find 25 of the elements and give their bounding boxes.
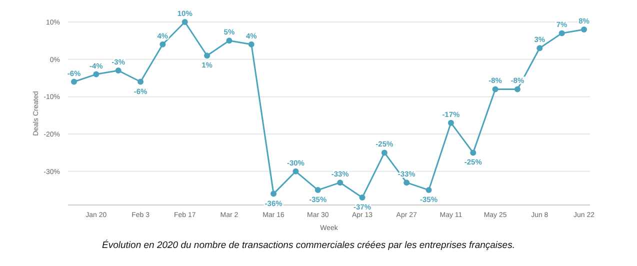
point [71,78,77,85]
point [492,86,498,92]
point [448,120,454,126]
point [314,187,321,194]
text: Évolution en 2020 du nombre de transactions commerciales créées par les entreprises françaises. [102,239,515,251]
point [270,190,277,197]
point [470,150,476,156]
point [558,30,565,36]
point [115,68,122,74]
point [160,41,166,48]
point [204,52,210,59]
point [292,168,299,174]
point [93,71,100,78]
point [381,150,388,156]
point [536,45,543,52]
point [337,180,344,186]
point [226,38,232,44]
point [138,78,144,85]
point [581,26,587,32]
point [248,41,254,48]
point [182,19,188,25]
point [514,86,520,92]
point [426,187,432,194]
point [359,194,366,201]
point [404,180,410,186]
